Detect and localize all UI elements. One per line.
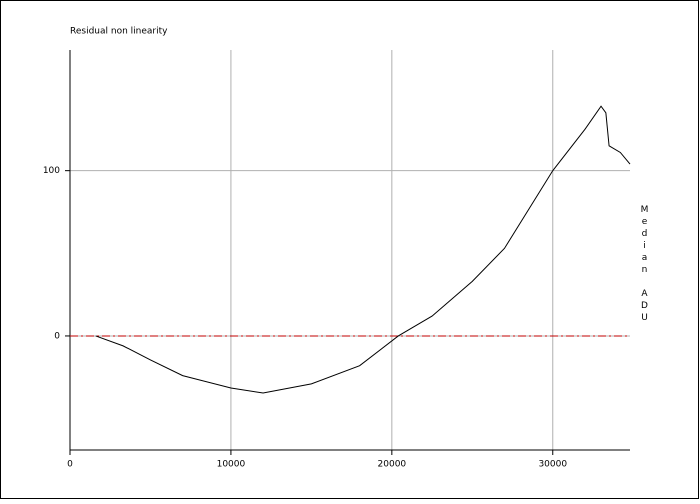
x-tick-label: 30000 (538, 460, 567, 470)
y-tick-label: 100 (43, 166, 60, 176)
y-axis-label: Median ADU (640, 205, 650, 325)
y-tick-label: 0 (54, 331, 60, 341)
chart-title: Residual non linearity (70, 27, 168, 37)
x-tick-label: 10000 (217, 460, 246, 470)
x-tick-label: 20000 (378, 460, 407, 470)
data-line (95, 105, 631, 394)
x-tick-label: 0 (67, 460, 73, 470)
